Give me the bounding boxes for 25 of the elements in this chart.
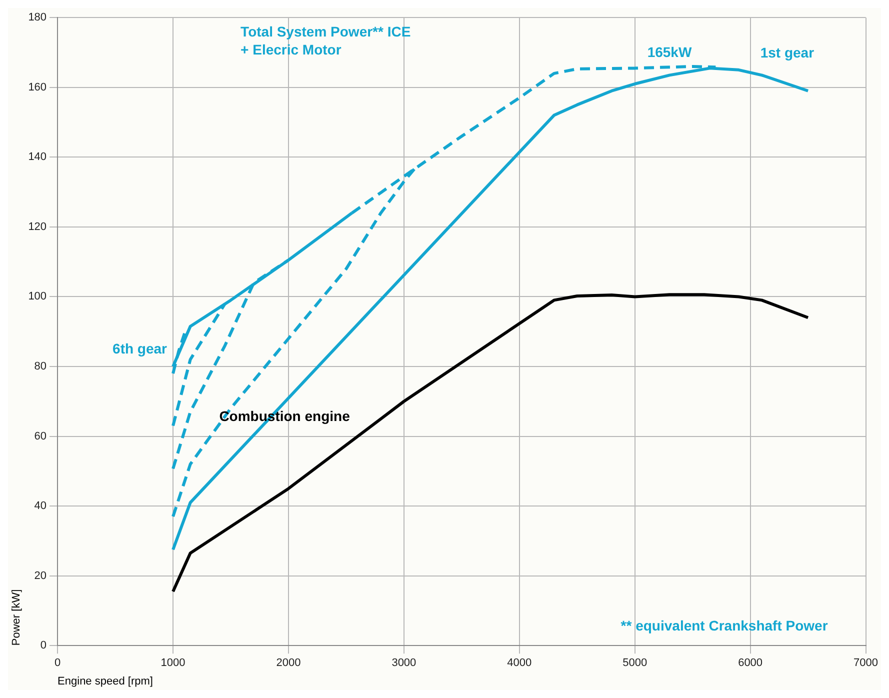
y-tick-label: 0 <box>40 640 47 652</box>
x-tick-label: 3000 <box>392 657 416 670</box>
x-axis-title: Engine speed [rpm] <box>58 675 153 688</box>
y-axis-title: Power [kW] <box>10 589 23 646</box>
y-tick-label: 160 <box>28 81 47 94</box>
annotation: 6th gear <box>112 340 168 356</box>
y-tick-label: 60 <box>34 430 47 442</box>
y-tick-label: 40 <box>34 500 47 512</box>
y-tick-label: 20 <box>34 570 47 582</box>
y-tick-label: 100 <box>28 290 47 303</box>
x-tick-label: 7000 <box>854 657 878 670</box>
x-tick-label: 0 <box>54 657 61 670</box>
annotation: 165kW <box>647 44 692 60</box>
annotation: 1st gear <box>760 44 815 61</box>
annotation: Total System Power** ICE + Elecric Motor <box>240 23 411 58</box>
y-tick-label: 180 <box>28 12 47 24</box>
x-tick-label: 1000 <box>160 657 186 670</box>
y-tick-label: 120 <box>28 220 47 233</box>
x-tick-label: 4000 <box>507 657 532 670</box>
x-tick-label: 5000 <box>622 657 648 670</box>
x-tick-label: 6000 <box>738 657 763 670</box>
y-tick-label: 80 <box>34 360 47 373</box>
y-tick-label: 140 <box>28 151 47 164</box>
annotation: ** equivalent Crankshaft Power <box>620 617 828 634</box>
x-tick-label: 2000 <box>276 657 301 670</box>
